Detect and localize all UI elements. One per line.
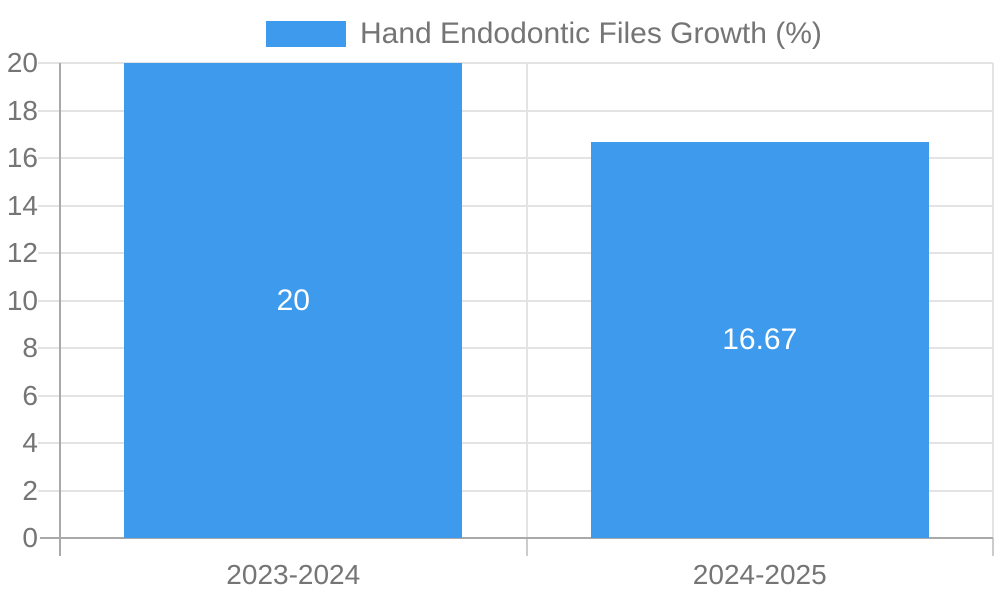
y-axis-tick-label: 12 <box>6 237 38 268</box>
legend-label: Hand Endodontic Files Growth (%) <box>360 17 822 50</box>
x-axis-tick <box>992 538 994 556</box>
y-gridline <box>38 62 993 64</box>
x-category-label: 2023-2024 <box>226 559 361 590</box>
y-axis-tick-label: 6 <box>22 379 38 411</box>
y-axis-tick-label: 14 <box>6 189 38 221</box>
y-gridline <box>38 204 993 207</box>
y-axis-tick-label: 16 <box>6 142 38 173</box>
y-axis-line <box>59 63 61 556</box>
bar-2024-2025 <box>590 142 929 538</box>
y-gridline <box>38 394 993 397</box>
y-axis-tick-label: 2 <box>22 474 38 506</box>
x-gridline <box>525 63 528 538</box>
bar-2023-2024 <box>124 63 463 538</box>
y-axis-tick-label: 10 <box>6 284 38 316</box>
x-gridline <box>992 63 994 538</box>
x-category-label: 2024-2025 <box>692 559 827 590</box>
y-gridline <box>38 489 993 492</box>
chart-legend[interactable]: Hand Endodontic Files Growth (%) <box>266 17 822 51</box>
bar-value-label: 20 <box>276 283 310 317</box>
legend-swatch <box>266 21 346 47</box>
y-axis-tick-label: 20 <box>6 47 38 78</box>
y-axis-tick-label: 18 <box>6 94 38 126</box>
x-axis-tick <box>525 538 528 556</box>
x-axis-line <box>40 537 993 539</box>
y-axis-tick-label: 8 <box>22 332 38 363</box>
y-gridline <box>38 157 993 159</box>
bar-value-label: 16.67 <box>722 323 798 357</box>
y-gridline <box>38 109 993 112</box>
y-axis-tick-label: 4 <box>22 427 38 458</box>
y-axis-tick-label: 0 <box>22 522 38 553</box>
y-gridline <box>38 442 993 444</box>
y-gridline <box>38 299 993 302</box>
y-gridline <box>38 252 993 254</box>
y-gridline <box>38 347 993 349</box>
